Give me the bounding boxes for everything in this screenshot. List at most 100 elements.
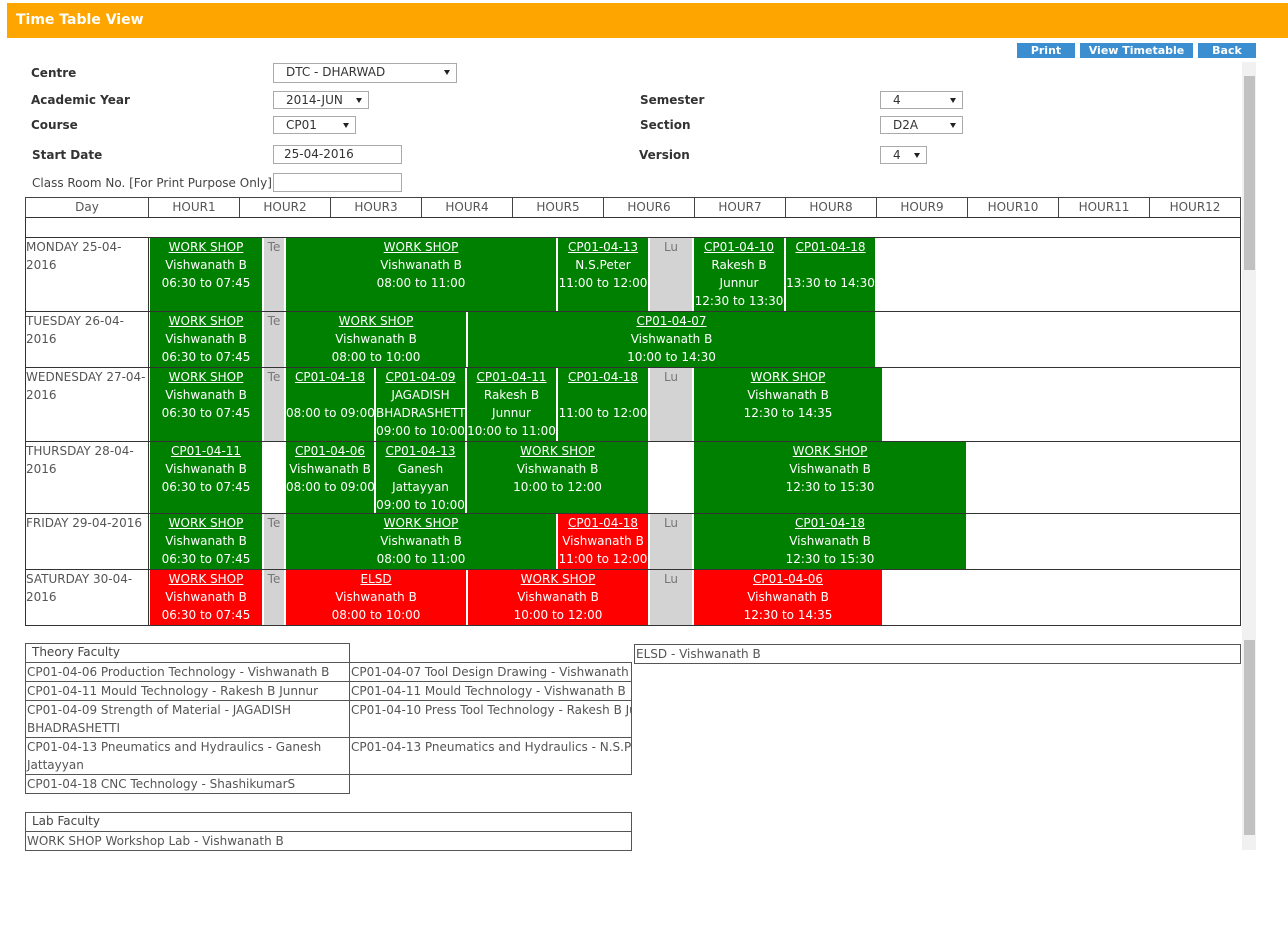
class-slot[interactable]: WORK SHOP Vishwanath B 06:30 to 07:45 — [150, 312, 262, 367]
slot-title[interactable]: CP01-04-13 — [385, 444, 456, 458]
slot-title[interactable]: CP01-04-06 — [294, 444, 366, 458]
slot-title[interactable]: CP01-04-11 — [476, 370, 547, 384]
class-slot[interactable]: CP01-04-06 Vishwanath B 12:30 to 14:35 — [694, 570, 882, 625]
slot-line: Junnur — [492, 406, 531, 420]
slot-title[interactable]: WORK SHOP — [338, 314, 414, 328]
slot-title[interactable]: WORK SHOP — [168, 370, 244, 384]
slot-title[interactable]: WORK SHOP — [383, 516, 459, 530]
slot-line: 10:00 to 12:00 — [513, 608, 603, 622]
slot-title[interactable]: WORK SHOP — [520, 444, 595, 458]
slot-title[interactable]: CP01-04-06 — [752, 572, 824, 586]
slot-title[interactable]: ELSD — [360, 572, 392, 586]
column-header: HOUR9 — [876, 197, 968, 218]
dropdown[interactable]: D2A — [880, 116, 963, 134]
slot-line: Ganesh — [397, 462, 444, 476]
text-input[interactable] — [273, 173, 402, 192]
slot-line: Vishwanath B — [289, 462, 371, 476]
slot-title[interactable]: CP01-04-11 — [170, 444, 242, 458]
class-slot[interactable]: CP01-04-18 11:00 to 12:00 — [558, 368, 648, 441]
slot-title[interactable]: CP01-04-18 — [294, 370, 366, 384]
page-title: Time Table View — [16, 12, 144, 28]
button[interactable]: Back — [1198, 43, 1256, 58]
class-slot[interactable]: WORK SHOP Vishwanath B 08:00 to 11:00 — [286, 514, 556, 569]
slot-line: 09:00 to 10:00 — [376, 498, 465, 512]
class-slot[interactable]: WORK SHOP Vishwanath B 06:30 to 07:45 — [150, 570, 262, 625]
dropdown[interactable]: 4 — [880, 146, 927, 164]
field-value: D2A — [893, 118, 919, 132]
slot-line: 06:30 to 07:45 — [161, 276, 251, 290]
class-slot[interactable]: CP01-04-10 Rakesh B Junnur 12:30 to 13:30 — [694, 238, 784, 311]
class-slot[interactable]: WORK SHOP Vishwanath B 12:30 to 15:30 — [694, 442, 966, 513]
field-value: CP01 — [286, 118, 317, 132]
slot-title[interactable]: CP01-04-09 — [385, 370, 456, 384]
dropdown[interactable]: CP01 — [273, 116, 356, 134]
slot-title[interactable]: CP01-04-18 — [794, 516, 866, 530]
dropdown-arrow — [914, 153, 920, 158]
slot-line: Vishwanath B — [165, 534, 247, 548]
slot-line: 12:30 to 13:30 — [694, 294, 784, 308]
button[interactable]: Print — [1017, 43, 1075, 58]
slot-title: Te — [267, 516, 281, 530]
slot-line: Vishwanath B — [562, 534, 644, 548]
slot-title: Lu — [663, 516, 679, 530]
class-slot[interactable]: CP01-04-11 Rakesh B Junnur 10:00 to 11:00 — [467, 368, 556, 441]
slot-line: Vishwanath B — [789, 534, 871, 548]
class-slot[interactable]: WORK SHOP Vishwanath B 06:30 to 07:45 — [150, 368, 262, 441]
class-slot[interactable]: WORK SHOP Vishwanath B 06:30 to 07:45 — [150, 238, 262, 311]
class-slot[interactable]: WORK SHOP Vishwanath B 08:00 to 11:00 — [286, 238, 556, 311]
faculty-item: CP01-04-11 Mould Technology - Rakesh B J… — [25, 681, 350, 701]
dropdown[interactable]: 2014-JUN — [273, 91, 369, 109]
slot-title[interactable]: WORK SHOP — [383, 240, 459, 254]
class-slot[interactable]: CP01-04-18 Vishwanath B 12:30 to 15:30 — [694, 514, 966, 569]
slot-title[interactable]: WORK SHOP — [168, 516, 244, 530]
class-slot[interactable]: ELSD Vishwanath B 08:00 to 10:00 — [286, 570, 466, 625]
class-slot[interactable]: CP01-04-06 Vishwanath B 08:00 to 09:00 — [286, 442, 375, 513]
slot-title[interactable]: WORK SHOP — [168, 314, 244, 328]
class-slot[interactable]: WORK SHOP Vishwanath B 10:00 to 12:00 — [468, 570, 648, 625]
class-slot[interactable]: CP01-04-09 JAGADISH BHADRASHETTI 09:00 to 1… — [376, 368, 469, 441]
day-label: MONDAY 25-04-2016 — [26, 240, 122, 272]
dropdown[interactable]: DTC - DHARWAD — [273, 63, 457, 83]
class-slot[interactable]: WORK SHOP Vishwanath B 12:30 to 14:35 — [694, 368, 882, 441]
class-slot[interactable]: CP01-04-18 13:30 to 14:30 — [786, 238, 875, 311]
field-value: 4 — [893, 148, 901, 162]
slot-line: 06:30 to 07:45 — [161, 406, 251, 420]
break-slot: Lu — [650, 238, 692, 311]
class-slot[interactable]: CP01-04-13 N.S.Peter 11:00 to 12:00 — [558, 238, 648, 311]
dropdown[interactable]: 4 — [880, 91, 963, 109]
column-header: HOUR3 — [330, 197, 422, 218]
day-divider — [148, 237, 149, 311]
class-slot[interactable]: CP01-04-18 Vishwanath B 11:00 to 12:00 — [558, 514, 648, 569]
slot-title[interactable]: WORK SHOP — [750, 370, 826, 384]
text-input[interactable]: 25-04-2016 — [273, 145, 402, 164]
class-slot[interactable]: WORK SHOP Vishwanath B 06:30 to 07:45 — [150, 514, 262, 569]
slot-title[interactable]: CP01-04-18 — [795, 240, 866, 254]
section-title: Theory Faculty — [25, 643, 350, 663]
slot-title[interactable]: WORK SHOP — [520, 572, 596, 586]
slot-title[interactable]: CP01-04-13 — [567, 240, 639, 254]
class-slot[interactable]: WORK SHOP Vishwanath B 08:00 to 10:00 — [286, 312, 466, 367]
slot-title[interactable]: CP01-04-18 — [567, 370, 639, 384]
button[interactable]: View Timetable — [1080, 43, 1193, 58]
class-slot[interactable]: WORK SHOP Vishwanath B 10:00 to 12:00 — [467, 442, 648, 513]
slot-title[interactable]: CP01-04-18 — [567, 516, 639, 530]
slot-title[interactable]: WORK SHOP — [168, 240, 244, 254]
slot-line: Vishwanath B — [789, 462, 871, 476]
slot-title[interactable]: CP01-04-07 — [636, 314, 707, 328]
day-divider — [148, 569, 149, 625]
class-slot[interactable]: CP01-04-13 Ganesh Jattayyan 09:00 to 10:00 — [376, 442, 465, 513]
slot-title[interactable]: CP01-04-10 — [703, 240, 775, 254]
day-label: FRIDAY 29-04-2016 — [26, 516, 142, 530]
slot-title[interactable]: WORK SHOP — [792, 444, 868, 458]
slot-line: 10:00 to 12:00 — [513, 480, 602, 494]
spacer-row — [25, 217, 1241, 238]
day-divider — [148, 367, 149, 441]
blank-line — [786, 256, 875, 274]
slot-title[interactable]: WORK SHOP — [168, 572, 244, 586]
column-header: Day — [25, 197, 149, 218]
class-slot[interactable]: CP01-04-18 08:00 to 09:00 — [286, 368, 375, 441]
scrollbar-thumb[interactable] — [1244, 76, 1255, 270]
column-header: HOUR12 — [1149, 197, 1241, 218]
class-slot[interactable]: CP01-04-07 Vishwanath B 10:00 to 14:30 — [468, 312, 875, 367]
class-slot[interactable]: CP01-04-11 Vishwanath B 06:30 to 07:45 — [150, 442, 262, 513]
